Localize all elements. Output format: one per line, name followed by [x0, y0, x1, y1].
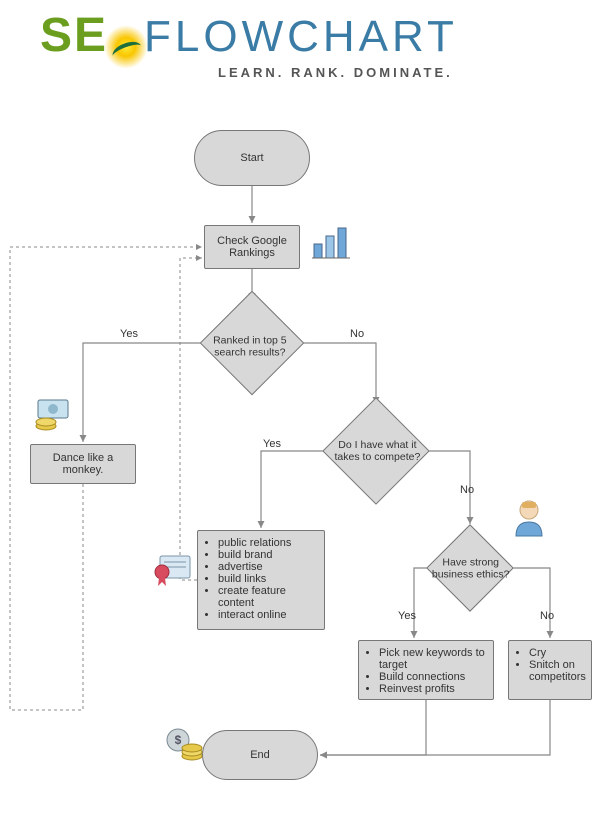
- ranked-decision: Ranked in top 5 search results?: [200, 291, 305, 396]
- certificate-icon: [152, 548, 194, 588]
- pick-keywords-node: Pick new keywords to target Build connec…: [358, 640, 494, 700]
- logo-tagline: LEARN. RANK. DOMINATE.: [218, 65, 458, 80]
- list-item: create feature content: [218, 585, 318, 609]
- marketing-actions-list: public relations build brand advertise b…: [218, 537, 318, 621]
- dance-label: Dance like a monkey.: [35, 452, 131, 476]
- cry-list: Cry Snitch on competitors: [529, 647, 586, 683]
- money-icon: [30, 396, 76, 436]
- pick-keywords-list: Pick new keywords to target Build connec…: [379, 647, 487, 695]
- list-item: build links: [218, 573, 318, 585]
- list-item: Snitch on competitors: [529, 659, 586, 683]
- list-item: interact online: [218, 609, 318, 621]
- list-item: advertise: [218, 561, 318, 573]
- bar-chart-icon: [310, 222, 354, 262]
- list-item: Pick new keywords to target: [379, 647, 487, 671]
- list-item: Reinvest profits: [379, 683, 487, 695]
- logo-block: SE FLOWCHART LEARN. RANK. DOMINATE.: [40, 8, 458, 80]
- edge-label-compete-yes: Yes: [263, 438, 281, 450]
- list-item: build brand: [218, 549, 318, 561]
- svg-text:$: $: [175, 733, 182, 747]
- ethics-decision: Have strong business ethics?: [426, 524, 514, 612]
- edge-label-compete-no: No: [460, 484, 474, 496]
- check-google-rankings-node: Check Google Rankings: [204, 225, 300, 269]
- person-icon: [510, 498, 548, 538]
- dance-node: Dance like a monkey.: [30, 444, 136, 484]
- marketing-actions-node: public relations build brand advertise b…: [197, 530, 325, 630]
- edge-label-ethics-yes: Yes: [398, 610, 416, 622]
- start-node: Start: [194, 130, 310, 186]
- ranked-label: Ranked in top 5 search results?: [200, 335, 300, 359]
- logo-globe-icon: [104, 25, 148, 69]
- list-item: Build connections: [379, 671, 487, 683]
- cry-node: Cry Snitch on competitors: [508, 640, 592, 700]
- logo-flowchart: FLOWCHART: [144, 12, 458, 61]
- compete-label: Do I have what it takes to compete?: [327, 439, 427, 463]
- list-item: public relations: [218, 537, 318, 549]
- coins-icon: $: [164, 726, 204, 764]
- end-label: End: [250, 749, 270, 761]
- compete-decision: Do I have what it takes to compete?: [322, 397, 429, 504]
- end-node: End: [202, 730, 318, 780]
- edge-label-ranked-no: No: [350, 328, 364, 340]
- check-label: Check Google Rankings: [209, 235, 295, 259]
- start-label: Start: [240, 152, 263, 164]
- ethics-label: Have strong business ethics?: [421, 557, 521, 581]
- edge-label-ethics-no: No: [540, 610, 554, 622]
- edge-label-ranked-yes: Yes: [120, 328, 138, 340]
- logo-se: SE: [40, 9, 108, 62]
- list-item: Cry: [529, 647, 586, 659]
